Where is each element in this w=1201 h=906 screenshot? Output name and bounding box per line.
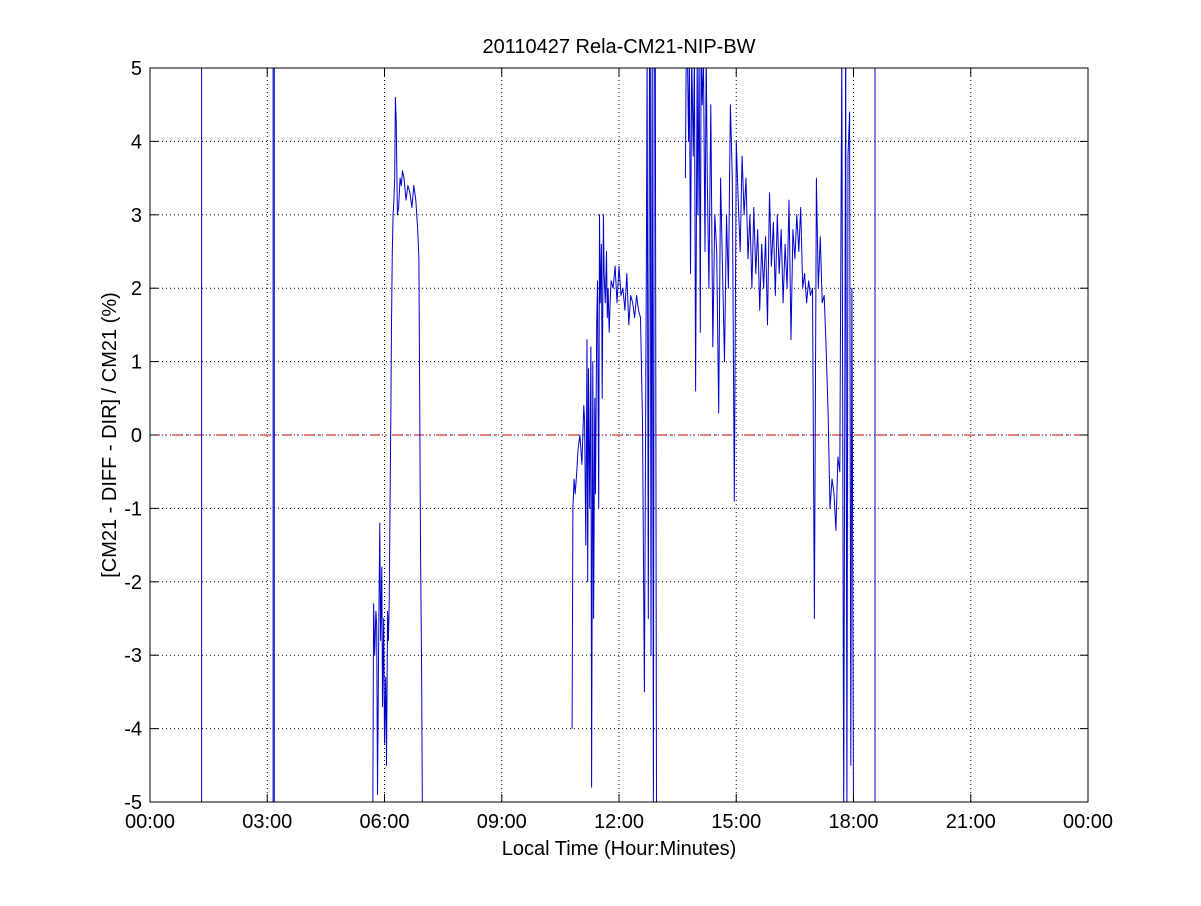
y-tick-label: 3: [131, 205, 142, 227]
series-line: [684, 68, 847, 802]
series-line: [272, 68, 275, 802]
series-layer: [201, 68, 876, 802]
chart-title: 20110427 Rela-CM21-NIP-BW: [482, 36, 755, 58]
x-tick-label: 00:00: [1063, 811, 1113, 833]
ticks: 00:00 03:00 06:00 09:00 12:00 15:00 18:00 21:00…: [124, 58, 1113, 833]
x-tick-label: 12:00: [594, 811, 644, 833]
y-tick-label: 5: [131, 58, 142, 80]
y-tick-label: 2: [131, 278, 142, 300]
y-tick-label: 1: [131, 352, 142, 374]
x-axis-label: Local Time (Hour:Minutes): [502, 838, 737, 860]
y-tick-label: 0: [131, 425, 142, 447]
y-tick-label: -5: [124, 792, 142, 814]
y-tick-label: -4: [124, 719, 142, 741]
x-tick-label: 09:00: [477, 811, 527, 833]
y-tick-label: -3: [124, 645, 142, 667]
x-tick-label: 15:00: [711, 811, 761, 833]
y-axis-label: [CM21 - DIFF - DIR] / CM21 (%): [99, 292, 121, 578]
y-tick-label: 4: [131, 131, 142, 153]
x-tick-label: 18:00: [828, 811, 878, 833]
series-line: [372, 96, 423, 802]
x-tick-label: 03:00: [242, 811, 292, 833]
series-line: [845, 68, 854, 802]
series-line: [571, 68, 657, 802]
x-tick-label: 06:00: [359, 811, 409, 833]
y-tick-label: -2: [124, 572, 142, 594]
x-tick-label: 00:00: [125, 811, 175, 833]
x-tick-label: 21:00: [946, 811, 996, 833]
y-tick-label: -1: [124, 498, 142, 520]
